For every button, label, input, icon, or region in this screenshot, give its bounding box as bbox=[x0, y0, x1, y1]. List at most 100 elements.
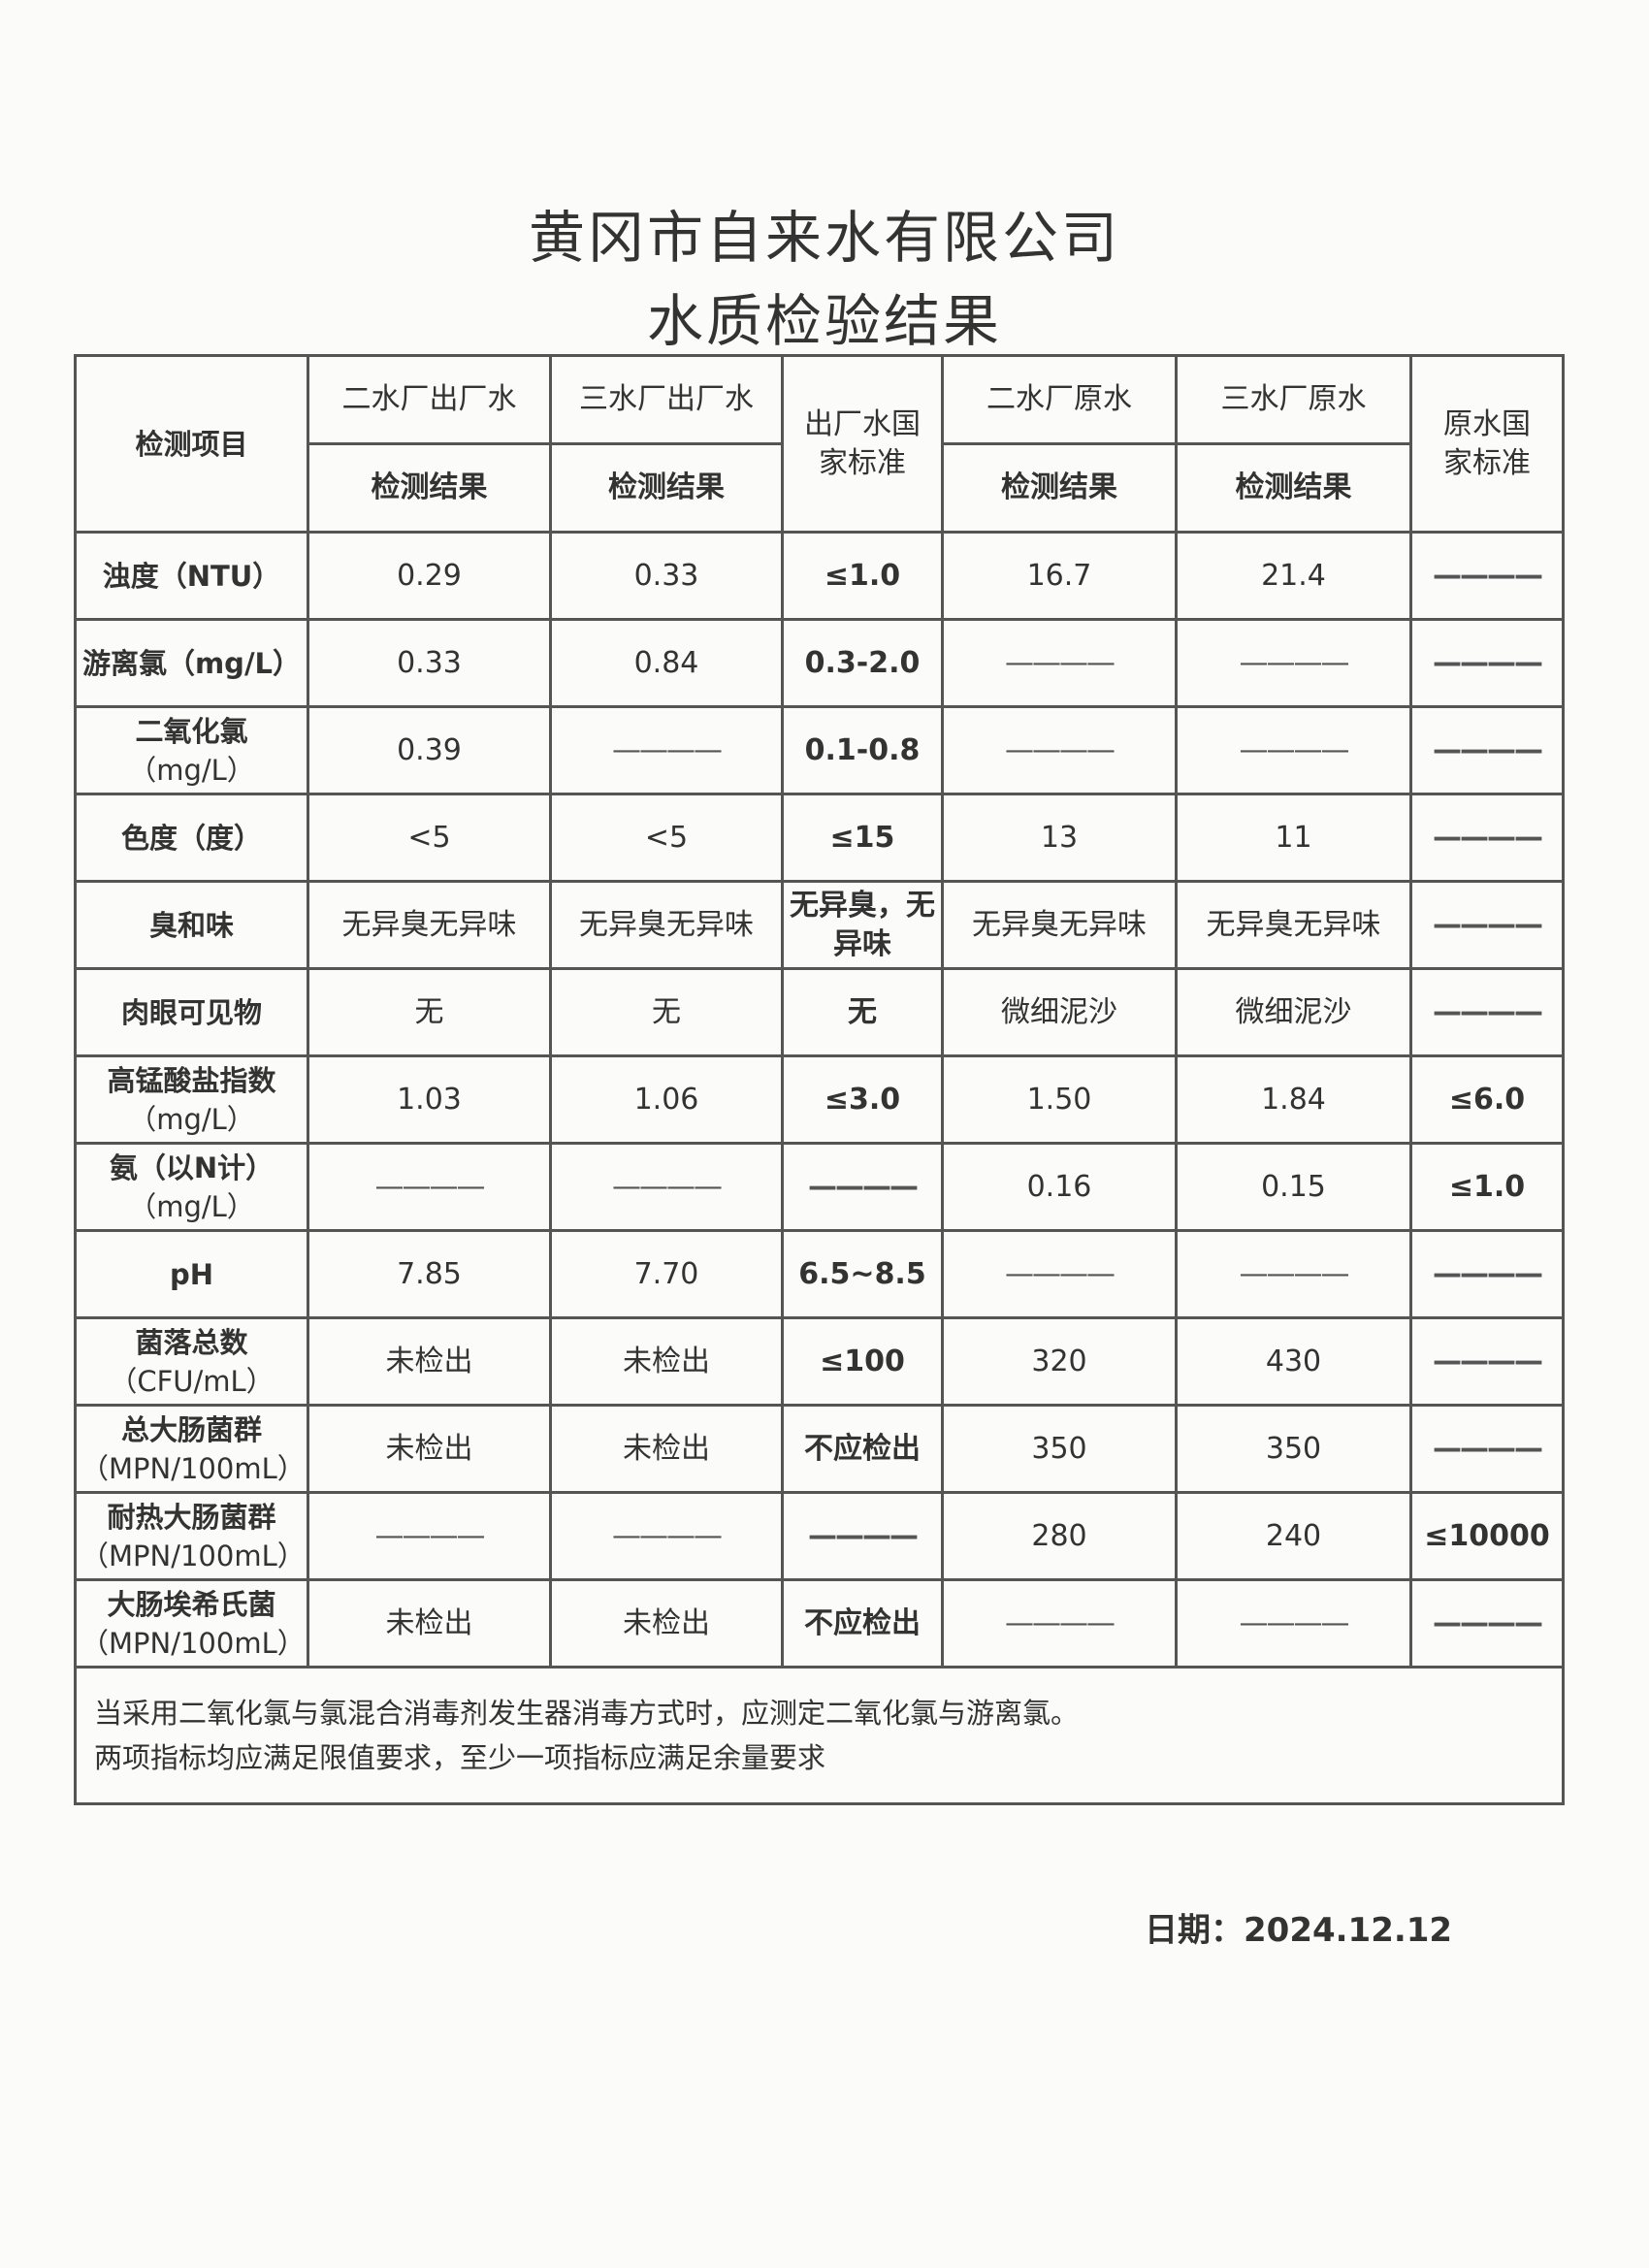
value-cell: ≤10000 bbox=[1409, 1491, 1565, 1581]
table-row: 耐热大肠菌群 （MPN/100mL） ———— ———— ———— 280 240 ≤1000… bbox=[74, 1491, 1565, 1581]
table-row: 浊度（NTU） 0.29 0.33 ≤1.0 16.7 21.4 ———— bbox=[74, 531, 1565, 621]
value-cell: ———— bbox=[1409, 705, 1565, 795]
header-plant2-output: 二水厂出厂水 bbox=[307, 354, 552, 445]
value-cell: 0.16 bbox=[941, 1142, 1178, 1232]
value-cell: 未检出 bbox=[549, 1404, 784, 1494]
note-row: 当采用二氧化氯与氯混合消毒剂发生器消毒方式时，应测定二氧化氯与游离氯。 两项指标均… bbox=[74, 1666, 1565, 1805]
item-name: 臭和味 bbox=[74, 880, 309, 970]
subheader-result: 检测结果 bbox=[549, 442, 784, 534]
value-cell: 微细泥沙 bbox=[941, 967, 1178, 1057]
item-name: 大肠埃希氏菌 （MPN/100mL） bbox=[74, 1578, 309, 1669]
value-cell: ≤100 bbox=[781, 1316, 944, 1407]
value-cell: 1.50 bbox=[941, 1054, 1178, 1145]
value-cell: 350 bbox=[1175, 1404, 1412, 1494]
value-cell: ———— bbox=[549, 1491, 784, 1581]
table-row: 总大肠菌群 （MPN/100mL） 未检出 未检出 不应检出 350 350 ———— bbox=[74, 1404, 1565, 1494]
item-name-line: （MPN/100mL） bbox=[81, 1626, 306, 1660]
value-cell: 未检出 bbox=[307, 1404, 552, 1494]
report-date: 日期：2024.12.12 bbox=[1145, 1911, 1453, 1950]
table-row: 臭和味 无异臭无异味 无异臭无异味 无异臭，无异味 无异臭无异味 无异臭无异味 ———— bbox=[74, 880, 1565, 970]
item-name: 色度（度） bbox=[74, 793, 309, 883]
value-cell: 240 bbox=[1175, 1491, 1412, 1581]
item-name-line: 耐热大肠菌群 bbox=[107, 1500, 276, 1534]
subheader-result: 检测结果 bbox=[307, 442, 552, 534]
item-name-line: 色度（度） bbox=[120, 821, 262, 855]
item-name-line: 肉眼可见物 bbox=[120, 995, 262, 1029]
value-cell: ———— bbox=[1409, 1404, 1565, 1494]
table-row: 菌落总数 （CFU/mL） 未检出 未检出 ≤100 320 430 ———— bbox=[74, 1316, 1565, 1407]
item-name: 浊度（NTU） bbox=[74, 531, 309, 621]
table-row: pH 7.85 7.70 6.5~8.5 ———— ———— ———— bbox=[74, 1229, 1565, 1319]
item-name-line: （mg/L） bbox=[128, 1189, 255, 1223]
value-cell: 6.5~8.5 bbox=[781, 1229, 944, 1319]
item-name-line: 总大肠菌群 bbox=[120, 1412, 262, 1446]
value-cell: 16.7 bbox=[941, 531, 1178, 621]
item-name: 二氧化氯 （mg/L） bbox=[74, 705, 309, 795]
value-cell: 0.15 bbox=[1175, 1142, 1412, 1232]
value-cell: ———— bbox=[1409, 1316, 1565, 1407]
value-cell: ———— bbox=[307, 1491, 552, 1581]
item-name-line: 氨（以N计） bbox=[109, 1150, 275, 1184]
value-cell: 320 bbox=[941, 1316, 1178, 1407]
value-cell: 无异臭无异味 bbox=[549, 880, 784, 970]
item-name: 游离氯（mg/L） bbox=[74, 618, 309, 708]
item-name-line: 二氧化氯 bbox=[135, 714, 248, 748]
value-cell: ———— bbox=[1175, 1229, 1412, 1319]
value-cell: ———— bbox=[781, 1491, 944, 1581]
value-cell: 未检出 bbox=[307, 1578, 552, 1669]
header-item: 检测项目 bbox=[74, 354, 309, 534]
item-name-line: （mg/L） bbox=[128, 1102, 255, 1136]
value-cell: ———— bbox=[941, 1578, 1178, 1669]
value-cell: 0.39 bbox=[307, 705, 552, 795]
item-name: 耐热大肠菌群 （MPN/100mL） bbox=[74, 1491, 309, 1581]
value-cell: ≤15 bbox=[781, 793, 944, 883]
subheader-result: 检测结果 bbox=[941, 442, 1178, 534]
value-cell: ———— bbox=[1409, 531, 1565, 621]
item-name-line: （CFU/mL） bbox=[109, 1364, 275, 1398]
header-plant3-output: 三水厂出厂水 bbox=[549, 354, 784, 445]
value-cell: ≤6.0 bbox=[1409, 1054, 1565, 1145]
value-cell: 0.1-0.8 bbox=[781, 705, 944, 795]
item-name-line: （MPN/100mL） bbox=[81, 1451, 306, 1485]
value-cell: 1.84 bbox=[1175, 1054, 1412, 1145]
header-plant2-raw: 二水厂原水 bbox=[941, 354, 1178, 445]
value-cell: 280 bbox=[941, 1491, 1178, 1581]
value-cell: ———— bbox=[941, 618, 1178, 708]
table-row: 游离氯（mg/L） 0.33 0.84 0.3-2.0 ———— ———— ———— bbox=[74, 618, 1565, 708]
item-name-line: pH bbox=[169, 1257, 214, 1291]
value-cell: 21.4 bbox=[1175, 531, 1412, 621]
item-name-line: 大肠埃希氏菌 bbox=[107, 1587, 276, 1621]
value-cell: 350 bbox=[941, 1404, 1178, 1494]
value-cell: 未检出 bbox=[549, 1578, 784, 1669]
value-cell: <5 bbox=[307, 793, 552, 883]
item-name: 总大肠菌群 （MPN/100mL） bbox=[74, 1404, 309, 1494]
value-cell: 无异臭无异味 bbox=[307, 880, 552, 970]
value-cell: 11 bbox=[1175, 793, 1412, 883]
value-cell: ———— bbox=[1409, 618, 1565, 708]
value-cell: ———— bbox=[1409, 967, 1565, 1057]
value-cell: 1.03 bbox=[307, 1054, 552, 1145]
value-cell: 0.29 bbox=[307, 531, 552, 621]
value-cell: 0.84 bbox=[549, 618, 784, 708]
value-cell: 不应检出 bbox=[781, 1404, 944, 1494]
header-output-standard: 出厂水国家标准 bbox=[781, 354, 944, 534]
water-quality-table: 检测项目 二水厂出厂水 三水厂出厂水 出厂水国家标准 二水厂原水 三水厂原水 原… bbox=[74, 354, 1565, 1805]
value-cell: ———— bbox=[941, 705, 1178, 795]
table-row: 二氧化氯 （mg/L） 0.39 ———— 0.1-0.8 ———— ———— ———— bbox=[74, 705, 1565, 795]
value-cell: 7.85 bbox=[307, 1229, 552, 1319]
value-cell: <5 bbox=[549, 793, 784, 883]
item-name-line: 臭和味 bbox=[148, 908, 234, 942]
header-raw-standard: 原水国家标准 bbox=[1409, 354, 1565, 534]
table-row: 肉眼可见物无无无微细泥沙 微细泥沙 ———— bbox=[74, 967, 1565, 1057]
value-cell: ———— bbox=[781, 1142, 944, 1232]
value-cell: ———— bbox=[1409, 1578, 1565, 1669]
note-line: 当采用二氧化氯与氯混合消毒剂发生器消毒方式时，应测定二氧化氯与游离氯。 bbox=[94, 1697, 1080, 1730]
value-cell: ≤1.0 bbox=[781, 531, 944, 621]
value-cell: 0.33 bbox=[549, 531, 784, 621]
value-cell: 无异臭，无异味 bbox=[781, 880, 944, 970]
note-line: 两项指标均应满足限值要求，至少一项指标应满足余量要求 bbox=[94, 1741, 826, 1774]
value-cell: ———— bbox=[1409, 793, 1565, 883]
value-cell: ———— bbox=[1409, 1229, 1565, 1319]
report-title: 水质检验结果 bbox=[646, 288, 1002, 354]
value-cell: 13 bbox=[941, 793, 1178, 883]
